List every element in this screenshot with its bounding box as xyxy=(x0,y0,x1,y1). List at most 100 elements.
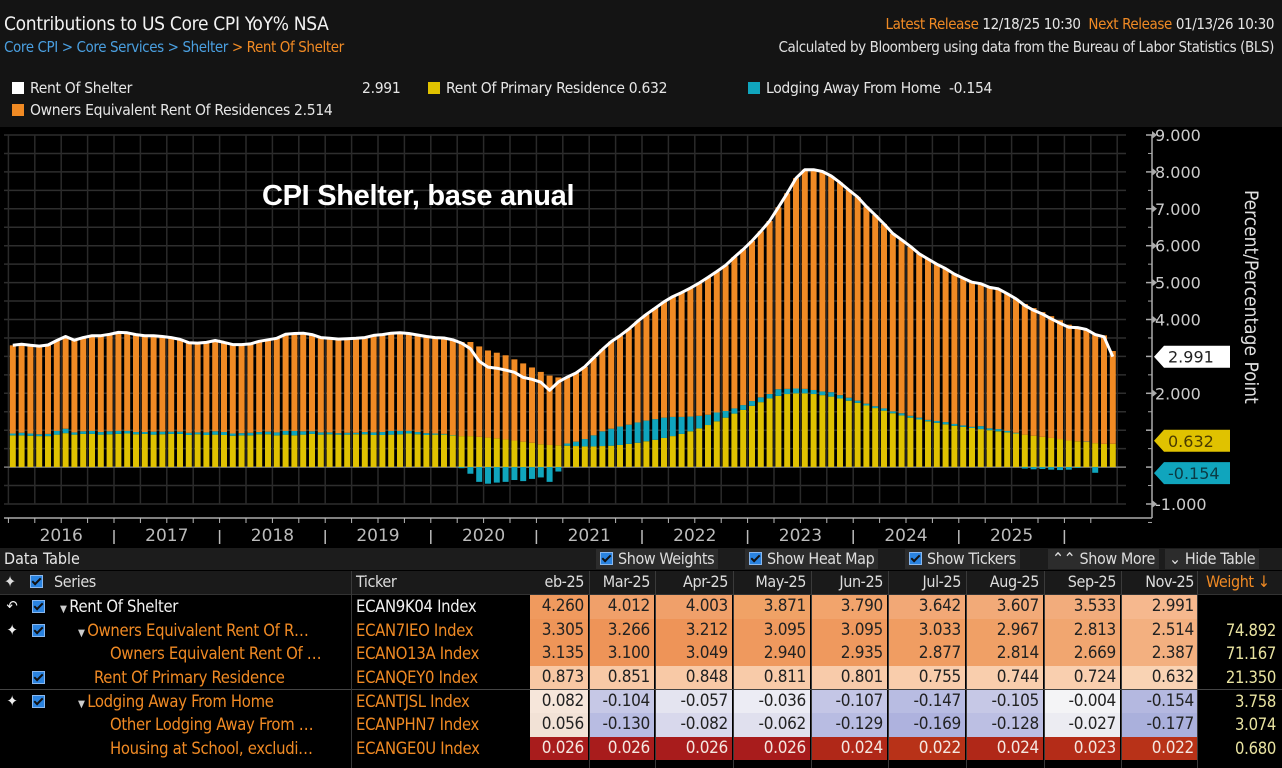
bar-oer xyxy=(1101,335,1107,444)
bar-rent-primary xyxy=(1083,442,1090,468)
bar-oer xyxy=(27,345,34,434)
series-name[interactable]: Owners Equivalent Rent Of … xyxy=(110,642,322,666)
col-header-period[interactable]: Mar-25 xyxy=(602,572,651,591)
bar-rent-primary xyxy=(749,405,755,468)
show-heat-map-toggle[interactable]: Show Heat Map xyxy=(745,549,879,569)
series-name[interactable]: Other Lodging Away From … xyxy=(110,713,314,737)
col-header-series[interactable]: Series xyxy=(54,572,96,591)
expand-caret-icon[interactable]: ▼ xyxy=(78,627,88,639)
legend-item-rent-of-shelter[interactable]: Rent Of Shelter xyxy=(12,79,132,97)
bar-oer xyxy=(898,239,905,414)
chart-title: Contributions to US Core CPI YoY% NSA xyxy=(4,13,329,35)
ticker[interactable]: ECANGE0U Index xyxy=(356,738,480,758)
chart-area[interactable]: 9.000 8.000 7.000 6.000 5.000 4.000 2.000 -1.00… xyxy=(0,126,1282,546)
series-name[interactable]: ▼ Rent Of Shelter xyxy=(60,595,178,619)
bar-oer xyxy=(361,337,368,433)
show-tickers-toggle[interactable]: Show Tickers xyxy=(905,549,1020,569)
bar-rent-primary xyxy=(282,434,289,468)
select-all-checkbox[interactable] xyxy=(30,571,48,594)
table-cell: -0.107 xyxy=(812,690,887,714)
bar-rent-primary xyxy=(960,426,967,468)
bar-oer xyxy=(150,335,157,432)
breadcrumb-core-cpi[interactable]: Core CPI xyxy=(4,38,58,56)
bar-oer xyxy=(907,246,914,416)
bar-lodging xyxy=(573,441,579,447)
row-checkbox[interactable] xyxy=(32,690,50,714)
table-cell: 3.305 xyxy=(530,618,588,643)
bar-oer xyxy=(969,282,975,427)
col-header-period[interactable]: Sep-25 xyxy=(1067,572,1117,591)
latest-release-value: 12/18/25 10:30 xyxy=(982,15,1081,33)
col-header-period[interactable]: Nov-25 xyxy=(1145,572,1194,591)
table-row[interactable]: ✦ ▼ Lodging Away From Home ECANTJSL Index 0… xyxy=(0,689,1282,714)
ticker[interactable]: ECANPHN7 Index xyxy=(356,715,480,734)
bar-lodging xyxy=(652,419,659,440)
col-header-period[interactable]: May-25 xyxy=(755,572,806,591)
bar-oer xyxy=(986,287,993,429)
ticker[interactable]: ECAN9K04 Index xyxy=(356,597,477,616)
col-header-period[interactable]: Apr-25 xyxy=(683,572,728,591)
bar-lodging xyxy=(485,467,491,484)
breadcrumb-core-services[interactable]: Core Services xyxy=(76,38,165,56)
crosshair-icon[interactable]: ✦ xyxy=(6,620,18,639)
bar-oer xyxy=(581,366,588,440)
bar-lodging xyxy=(62,428,69,434)
ticker[interactable]: ECANQEY0 Index xyxy=(356,667,478,687)
column-divider xyxy=(966,571,967,768)
col-header-period[interactable]: Jul-25 xyxy=(922,572,962,591)
show-more-button[interactable]: ⌃⌃ Show More xyxy=(1048,549,1159,569)
bar-lodging xyxy=(740,405,747,410)
table-cell: 3.266 xyxy=(590,618,654,643)
bar-lodging xyxy=(599,431,606,447)
series-name[interactable]: ▼ Lodging Away From Home xyxy=(78,690,274,714)
bar-rent-primary xyxy=(837,398,843,468)
row-checkbox[interactable] xyxy=(32,666,50,690)
crosshair-icon[interactable]: ✦ xyxy=(4,572,16,591)
col-header-period[interactable]: Jun-25 xyxy=(839,572,883,591)
bar-rent-primary xyxy=(405,433,412,468)
bar-rent-primary xyxy=(1101,443,1107,468)
weight-cell: 0.680 xyxy=(1235,738,1276,758)
table-row[interactable]: Housing at School, excludi… ECANGE0U Inde… xyxy=(0,736,1282,761)
bar-rent-primary xyxy=(212,434,219,468)
show-weights-toggle[interactable]: Show Weights xyxy=(596,549,719,569)
bar-oer xyxy=(977,283,984,427)
bar-oer xyxy=(221,342,227,433)
bar-oer xyxy=(458,342,465,437)
table-row[interactable]: ✦ ▼ Owners Equivalent Rent Of R… ECAN7IEO … xyxy=(0,618,1282,643)
bar-lodging xyxy=(705,414,711,426)
col-header-period[interactable]: Aug-25 xyxy=(989,572,1040,591)
table-row[interactable]: Owners Equivalent Rent Of … ECANO13A Inde… xyxy=(0,642,1282,666)
legend-item-lodging-away[interactable]: Lodging Away From Home -0.154 xyxy=(748,79,992,97)
expand-caret-icon[interactable]: ▼ xyxy=(78,699,88,711)
undo-icon[interactable]: ↶ xyxy=(6,597,18,615)
table-row[interactable]: ↶ ▼ Rent Of Shelter ECAN9K04 Index 4.260 4.0… xyxy=(0,595,1282,619)
col-header-weight[interactable]: Weight ↓ xyxy=(1206,572,1270,591)
ticker[interactable]: ECANO13A Index xyxy=(356,644,480,664)
series-name[interactable]: ▼ Owners Equivalent Rent Of R… xyxy=(78,619,309,643)
row-checkbox[interactable] xyxy=(32,619,50,643)
crosshair-icon[interactable]: ✦ xyxy=(6,692,18,711)
bar-lodging xyxy=(766,394,773,399)
hide-table-button[interactable]: ⌄ Hide Table xyxy=(1165,549,1260,569)
table-cell: 0.056 xyxy=(530,713,588,737)
breadcrumb-shelter[interactable]: Shelter xyxy=(182,38,228,56)
bar-lodging xyxy=(916,417,923,420)
legend-item-oer[interactable]: Owners Equivalent Rent Of Residences 2.5… xyxy=(12,101,333,119)
col-header-period[interactable]: eb-25 xyxy=(544,572,584,591)
series-label: Rent Of Shelter xyxy=(69,597,179,616)
series-name[interactable]: Rent Of Primary Residence xyxy=(94,666,285,690)
bar-lodging xyxy=(933,420,940,423)
series-name[interactable]: Housing at School, excludi… xyxy=(110,737,313,761)
table-row[interactable]: Other Lodging Away From … ECANPHN7 Index 0… xyxy=(0,713,1282,737)
ticker[interactable]: ECANTJSL Index xyxy=(356,692,470,712)
bar-oer xyxy=(643,314,650,421)
table-row[interactable]: Rent Of Primary Residence ECANQEY0 Index 0… xyxy=(0,665,1282,690)
ticker[interactable]: ECAN7IEO Index xyxy=(356,620,474,640)
col-header-ticker[interactable]: Ticker xyxy=(356,572,397,591)
row-checkbox[interactable] xyxy=(32,595,50,619)
expand-caret-icon[interactable]: ▼ xyxy=(60,604,70,615)
table-cell: 0.022 xyxy=(889,736,965,761)
legend-item-rent-primary-residence[interactable]: Rent Of Primary Residence 0.632 xyxy=(428,79,668,97)
bar-lodging xyxy=(837,395,843,399)
